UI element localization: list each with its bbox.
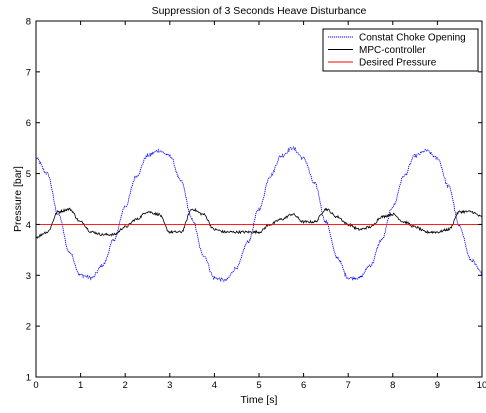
series-line-mpc-controller	[35, 207, 483, 240]
y-tick-label: 5	[26, 169, 31, 180]
series-line-constat-choke-opening	[35, 146, 483, 283]
y-tick-label: 7	[26, 67, 31, 78]
y-tick-label: 3	[26, 271, 31, 282]
x-tick-label: 2	[123, 380, 128, 391]
x-tick-label: 9	[435, 380, 440, 391]
x-tick-label: 8	[390, 380, 395, 391]
x-tick-label: 6	[301, 380, 306, 391]
y-tick-label: 8	[26, 17, 31, 28]
x-axis-label: Time [s]	[241, 394, 278, 406]
y-axis-label: Pressure [bar]	[12, 166, 24, 232]
y-tick-label: 2	[26, 322, 31, 333]
legend-label: Desired Pressure	[359, 58, 437, 69]
y-tick-label: 6	[26, 118, 31, 129]
series-layer	[35, 146, 483, 283]
y-tick-label: 4	[26, 220, 31, 231]
x-tick-label: 5	[256, 380, 261, 391]
y-tick-label: 1	[26, 373, 31, 384]
chart-title: Suppression of 3 Seconds Heave Disturban…	[152, 5, 367, 17]
x-tick-label: 4	[212, 380, 217, 391]
x-tick-label: 1	[78, 380, 83, 391]
x-tick-label: 10	[477, 380, 486, 391]
x-tick-label: 7	[346, 380, 351, 391]
legend-label: Constat Choke Opening	[359, 33, 466, 44]
plot-area	[36, 21, 482, 377]
x-tick-label: 3	[167, 380, 172, 391]
legend-label: MPC-controller	[359, 45, 426, 56]
x-tick-label: 0	[33, 380, 38, 391]
